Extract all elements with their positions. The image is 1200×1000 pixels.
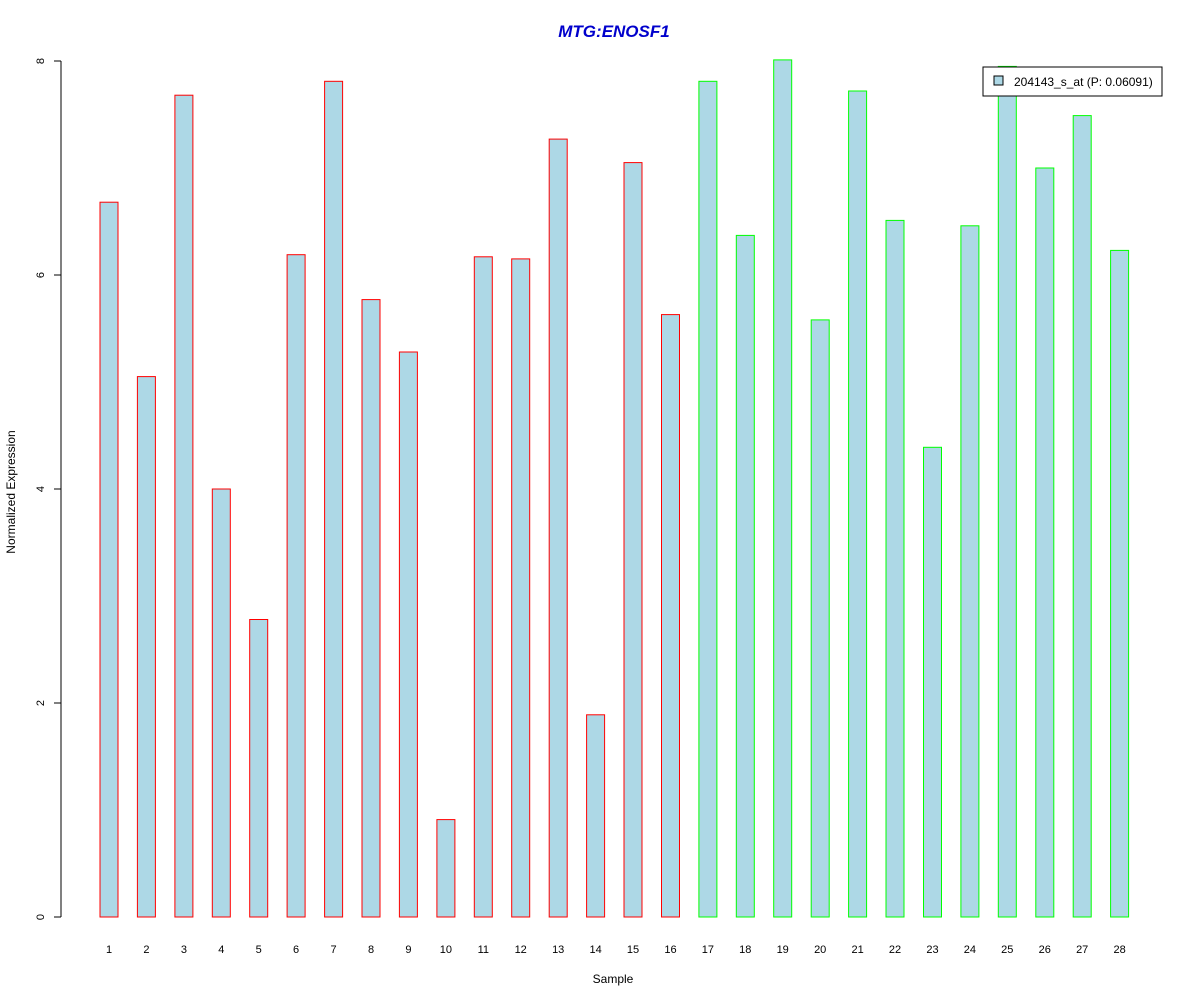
bar-sample-27 (1072, 115, 1092, 918)
x-tick-label: 21 (851, 944, 863, 956)
bar-sample-12 (511, 258, 531, 918)
bar-sample-6 (286, 254, 306, 918)
x-tick-label: 19 (777, 944, 789, 956)
y-tick-label: 8 (35, 58, 47, 64)
y-tick-label: 4 (35, 486, 47, 492)
x-tick-label: 22 (889, 944, 901, 956)
bar-sample-14 (586, 714, 606, 918)
chart-title: MTG:ENOSF1 (558, 22, 669, 41)
bar-sample-21 (848, 90, 868, 918)
x-tick-label: 28 (1113, 944, 1125, 956)
x-tick-label: 20 (814, 944, 826, 956)
x-tick-label: 6 (293, 944, 299, 956)
x-tick-label: 23 (926, 944, 938, 956)
y-axis-label: Normalized Expression (4, 430, 18, 553)
x-tick-label: 15 (627, 944, 639, 956)
bar-sample-13 (548, 138, 568, 918)
y-tick-label: 0 (35, 914, 47, 920)
y-tick-label: 6 (35, 272, 47, 278)
bar-sample-4 (211, 488, 231, 918)
x-tick-label: 27 (1076, 944, 1088, 956)
bar-sample-10 (436, 819, 456, 918)
x-tick-label: 24 (964, 944, 976, 956)
x-tick-label: 11 (478, 944, 489, 956)
x-tick-label: 26 (1039, 944, 1051, 956)
bar-sample-1 (99, 201, 119, 918)
x-tick-label: 9 (405, 944, 411, 956)
bar-sample-28 (1110, 249, 1130, 918)
x-tick-label: 14 (589, 944, 601, 956)
x-tick-label: 17 (702, 944, 714, 956)
legend: 204143_s_at (P: 0.06091) (982, 66, 1163, 97)
legend-swatch (993, 75, 1004, 86)
x-tick-label: 16 (664, 944, 676, 956)
bar-sample-17 (698, 80, 718, 918)
x-tick-label: 5 (256, 944, 262, 956)
bar-sample-22 (885, 219, 905, 918)
x-tick-label: 1 (106, 944, 112, 956)
bar-sample-3 (174, 94, 194, 918)
y-tick-label: 2 (35, 700, 47, 706)
bar-sample-19 (773, 59, 793, 918)
bars-group (99, 59, 1130, 918)
bar-sample-7 (324, 80, 344, 918)
bar-sample-5 (249, 619, 269, 918)
x-tick-label: 10 (440, 944, 452, 956)
y-axis: 0 2 4 6 8 (35, 58, 62, 920)
bar-sample-25 (997, 65, 1017, 918)
x-tick-labels: 1 2 3 4 5 6 7 8 9 10 11 12 13 14 15 16 17 18 19 20 21 22 23 24 2… (106, 944, 1126, 956)
bar-sample-24 (960, 225, 980, 918)
x-tick-label: 2 (143, 944, 149, 956)
x-tick-label: 7 (331, 944, 337, 956)
bar-sample-9 (398, 351, 418, 918)
bar-sample-16 (661, 314, 680, 918)
bar-sample-18 (735, 234, 755, 918)
x-tick-label: 4 (218, 944, 224, 956)
bar-sample-11 (473, 256, 493, 918)
bar-sample-8 (361, 299, 381, 918)
x-tick-label: 13 (552, 944, 564, 956)
x-tick-label: 8 (368, 944, 374, 956)
x-tick-label: 3 (181, 944, 187, 956)
x-tick-label: 25 (1001, 944, 1013, 956)
bar-sample-20 (810, 319, 830, 918)
legend-box (982, 66, 1163, 97)
bar-sample-23 (923, 446, 942, 918)
legend-entry: 204143_s_at (P: 0.06091) (1014, 75, 1153, 89)
bar-sample-2 (136, 376, 156, 918)
x-tick-label: 12 (515, 944, 527, 956)
bar-sample-26 (1035, 167, 1055, 918)
bar-sample-15 (623, 162, 643, 918)
x-tick-label: 18 (739, 944, 751, 956)
x-axis-label: Sample (593, 972, 634, 986)
